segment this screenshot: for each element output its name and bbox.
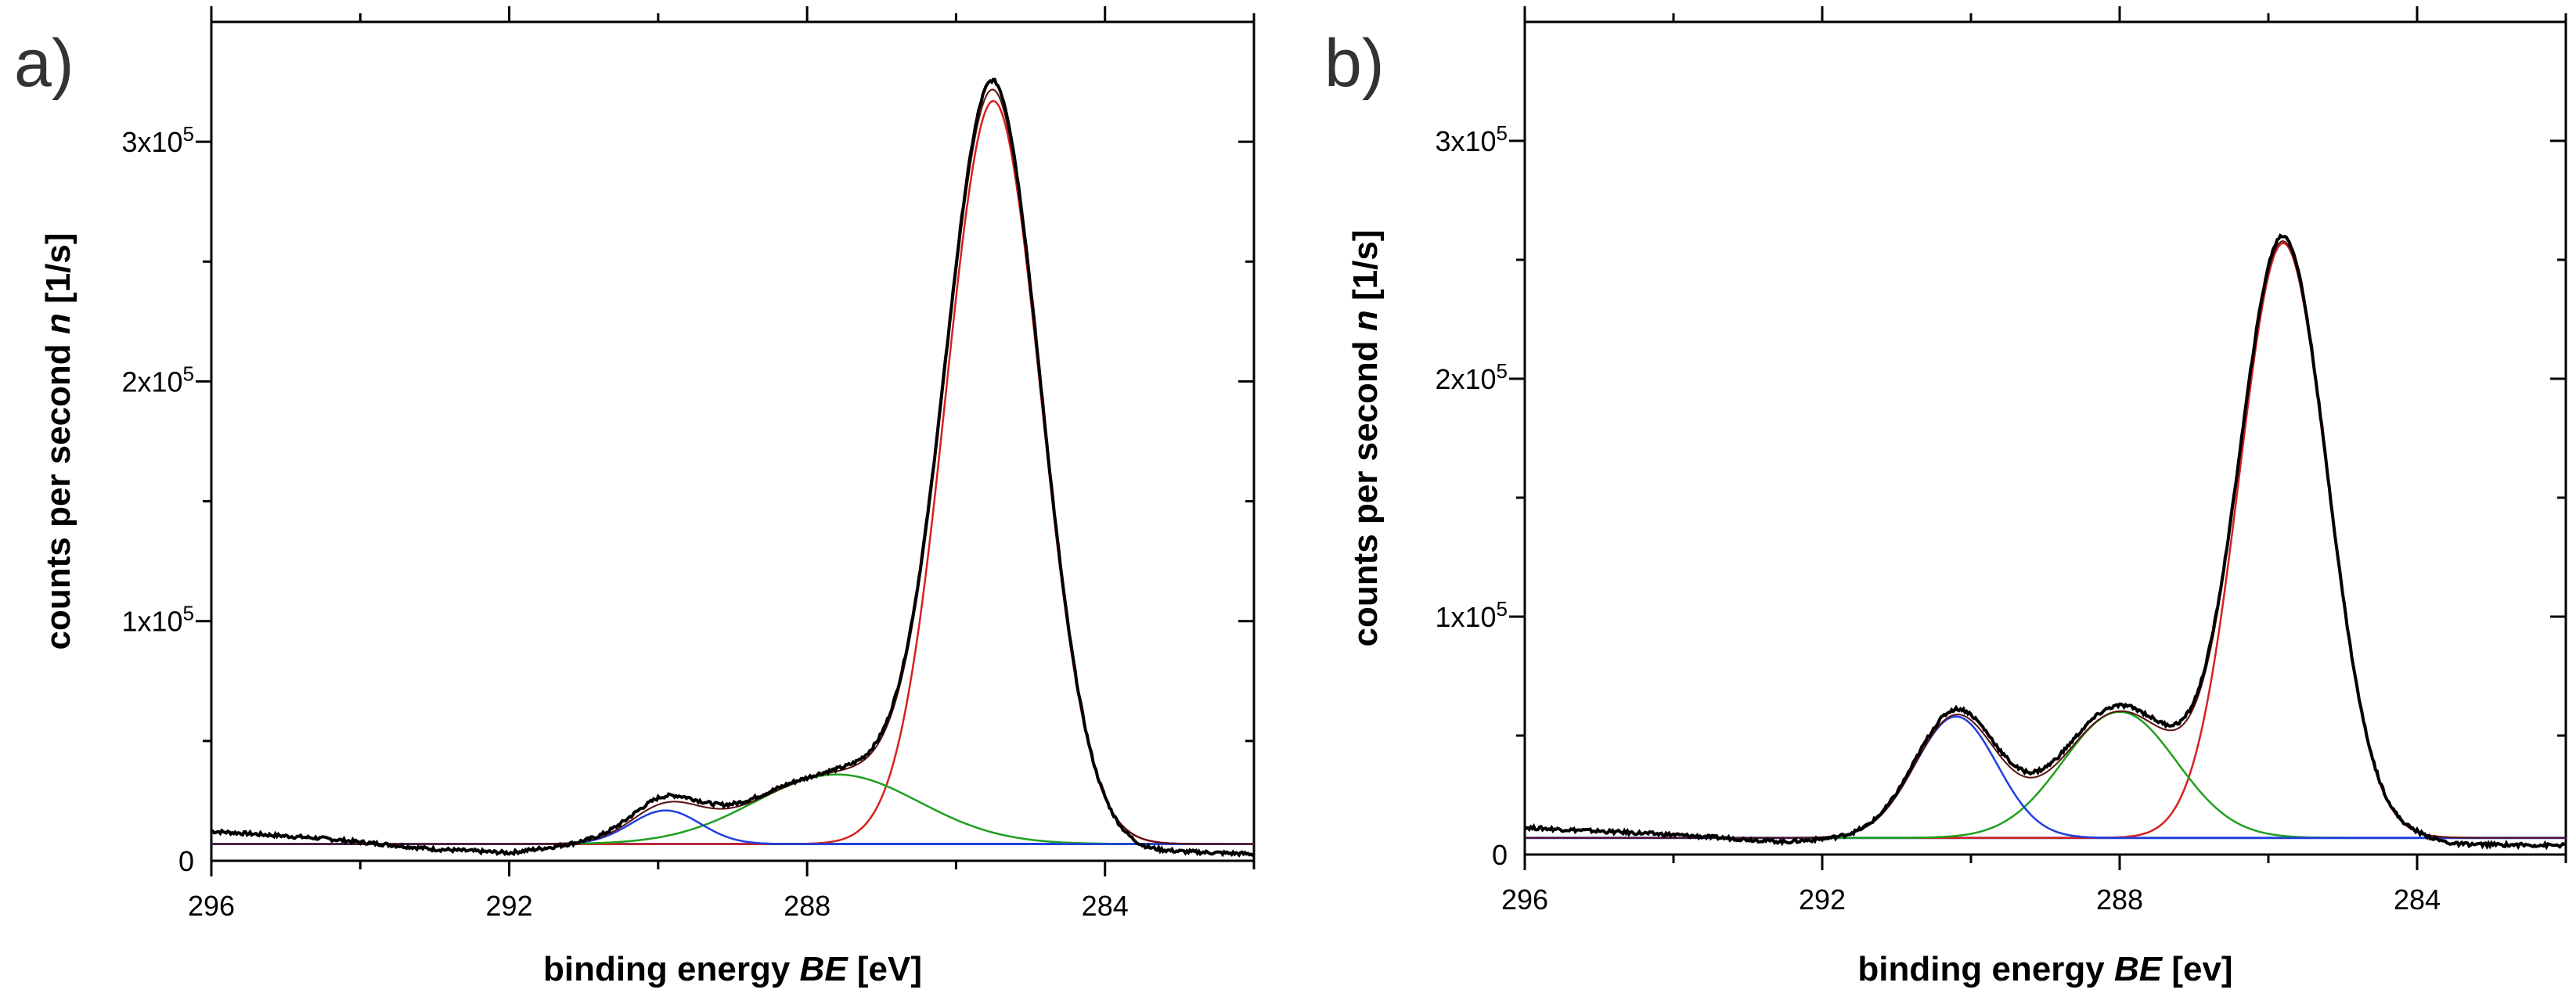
y-tick-label: 3x105 [121,122,194,158]
measured-spectrum [1525,233,2566,851]
x-axis-title: binding energy BE [eV] [543,950,922,988]
x-tick-label: 292 [486,890,533,922]
peak-2-component [211,773,1254,845]
fit-envelope [211,88,1254,845]
x-tick-label: 288 [2096,883,2143,916]
x-tick-label: 284 [1082,890,1129,922]
x-tick-label: 296 [188,890,235,922]
fit-envelope [1525,240,2566,839]
peak-1-component [211,99,1254,845]
x-tick-label: 284 [2394,883,2441,916]
chart-panel-a: a) 296 292 288 284 0 1x105 2x105 3x105 binding en… [14,6,1256,988]
curves [211,77,1254,858]
curves [1525,233,2566,851]
x-tick-label: 292 [1799,883,1846,916]
y-tick-label: 0 [178,845,194,877]
y-tick-label: 2x105 [1435,359,1508,395]
plot-frame [1523,20,2567,856]
y-tick-label: 1x105 [121,602,194,638]
plot-frame [210,20,1256,862]
y-tick-label: 1x105 [1435,597,1508,633]
panel-label: a) [14,26,74,101]
chart-panel-b: b) 296 292 288 284 0 1x105 2x105 3x105 binding en… [1324,6,2567,988]
y-axis-title: counts per second n [1/s] [1346,229,1385,646]
x-axis-title: binding energy BE [ev] [1857,950,2232,988]
peak-1-component [1525,242,2566,839]
y-axis-title: counts per second n [1/s] [39,232,77,650]
y-tick-label: 3x105 [1435,121,1508,157]
x-tick-label: 288 [784,890,830,922]
peak-3-component [1525,715,2566,839]
peak-3-component [211,809,1254,845]
y-tick-label: 2x105 [121,362,194,398]
measured-spectrum [211,77,1254,858]
panel-label: b) [1324,26,1384,101]
peak-2-component [1525,711,2566,839]
x-tick-label: 296 [1501,883,1548,916]
y-tick-label: 0 [1492,839,1508,871]
